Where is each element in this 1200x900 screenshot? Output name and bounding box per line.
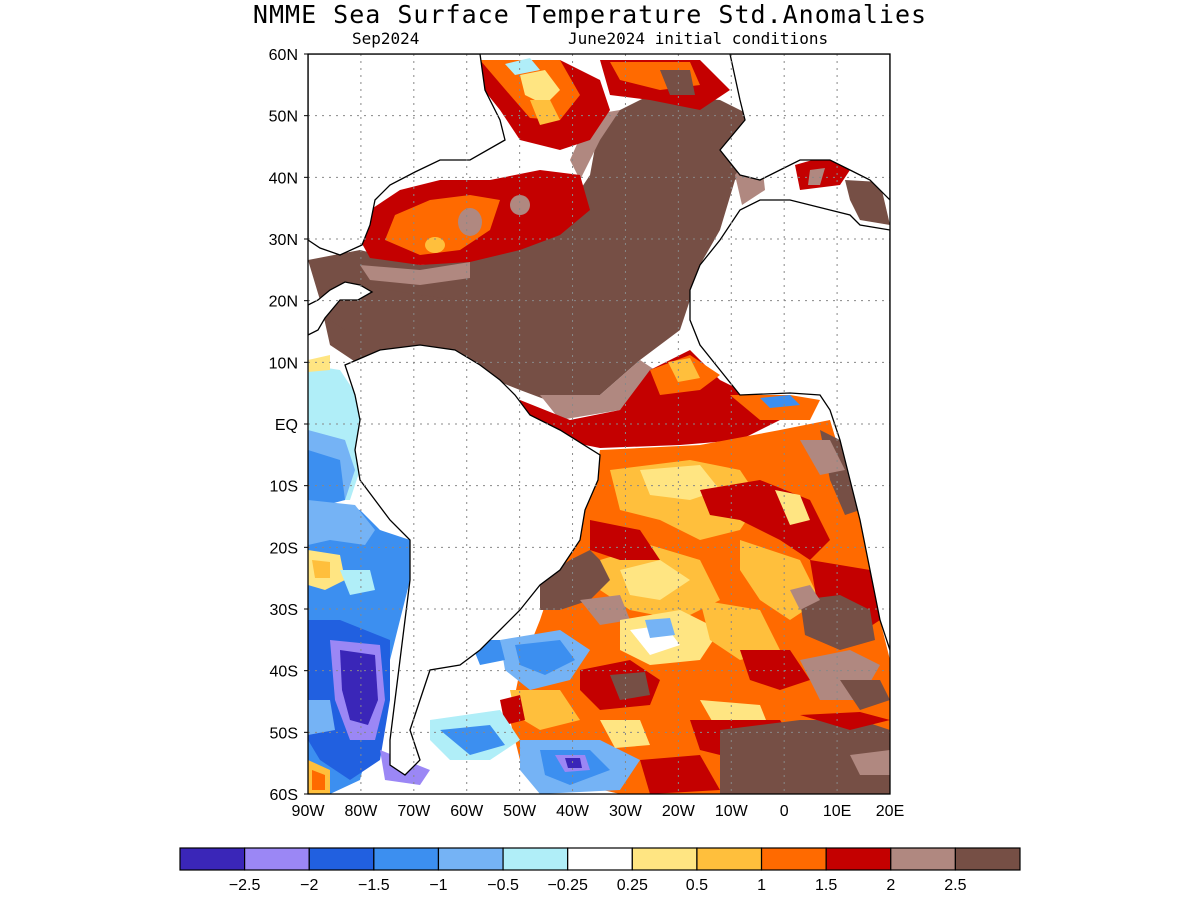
land-mask bbox=[308, 54, 890, 776]
latitude-label: 20N bbox=[269, 294, 298, 311]
colorbar bbox=[179, 847, 1021, 871]
latitude-label: 40S bbox=[270, 664, 298, 681]
colorbar-tick-label: −2.5 bbox=[229, 877, 261, 894]
colorbar-tick-label: −1 bbox=[429, 877, 447, 894]
latitude-label: 30N bbox=[269, 232, 298, 249]
longitude-label: 0 bbox=[780, 803, 789, 820]
europe-land bbox=[719, 54, 890, 201]
forecast-month-label: Sep2024 bbox=[352, 29, 420, 48]
latitude-label: 30S bbox=[270, 602, 298, 619]
colorbar-tick-label: −1.5 bbox=[358, 877, 390, 894]
map-title: NMME Sea Surface Temperature Std.Anomali… bbox=[252, 0, 928, 29]
longitude-label: 20W bbox=[662, 803, 696, 820]
colorbar-tick-label: −0.5 bbox=[487, 877, 519, 894]
graticule-grid bbox=[308, 54, 890, 794]
colorbar-tick-label: −2 bbox=[300, 877, 318, 894]
latitude-label: 60S bbox=[270, 787, 298, 804]
longitude-label: 40W bbox=[556, 803, 590, 820]
colorbar-swatch bbox=[437, 847, 504, 871]
latitude-label: 10N bbox=[269, 355, 298, 372]
colorbar-swatch bbox=[308, 847, 375, 871]
colorbar-swatch bbox=[696, 847, 763, 871]
latitude-label: 50N bbox=[269, 109, 298, 126]
longitude-label: 70W bbox=[397, 803, 431, 820]
latitude-label: 10S bbox=[270, 479, 298, 496]
longitude-label: 80W bbox=[344, 803, 378, 820]
colorbar-tick-label: −0.25 bbox=[547, 877, 588, 894]
colorbar-tick-label: 2.5 bbox=[944, 877, 966, 894]
colorbar-swatch bbox=[244, 847, 310, 871]
latitude-label: 50S bbox=[270, 725, 298, 742]
longitude-label: 90W bbox=[292, 803, 326, 820]
longitude-label: 50W bbox=[503, 803, 537, 820]
latitude-label: 20S bbox=[270, 540, 298, 557]
colorbar-tick-label: 0.25 bbox=[617, 877, 648, 894]
colorbar-swatch bbox=[825, 847, 892, 871]
colorbar-tick-label: 2 bbox=[886, 877, 895, 894]
latitude-labels: 60N 50N 40N 30N 20N 10N EQ 10S 20S 30S 40S 50S 60S bbox=[269, 47, 308, 804]
colorbar-swatch bbox=[373, 847, 440, 871]
latitude-label: 40N bbox=[269, 170, 298, 187]
south-america-land bbox=[344, 344, 601, 776]
longitude-label: 20E bbox=[876, 803, 904, 820]
longitude-label: 10W bbox=[715, 803, 749, 820]
colorbar-tick-labels: −2.5 −2 −1.5 −1 −0.5 −0.25 0.25 0.5 1 1.5 2 2.5 bbox=[229, 877, 967, 894]
longitude-label: 60W bbox=[450, 803, 484, 820]
africa-land bbox=[689, 199, 890, 651]
colorbar-swatch bbox=[954, 847, 1021, 871]
colorbar-swatch bbox=[631, 847, 698, 871]
longitude-label: 30W bbox=[609, 803, 643, 820]
colorbar-swatch bbox=[179, 847, 246, 871]
colorbar-tick-label: 1 bbox=[757, 877, 766, 894]
north-america-land bbox=[308, 54, 506, 256]
longitude-labels: 90W 80W 70W 60W 50W 40W 30W 20W 10W 0 10E 20E bbox=[292, 803, 905, 820]
initial-conditions-label: June2024 initial conditions bbox=[568, 29, 829, 48]
colorbar-tick-label: 0.5 bbox=[686, 877, 708, 894]
colorbar-swatch bbox=[760, 847, 827, 871]
longitude-label: 10E bbox=[823, 803, 851, 820]
colorbar-swatch bbox=[890, 847, 956, 871]
latitude-label: EQ bbox=[275, 417, 298, 434]
colorbar-swatch bbox=[567, 847, 633, 871]
colorbar-swatch bbox=[502, 847, 569, 871]
colorbar-tick-label: 1.5 bbox=[815, 877, 837, 894]
latitude-label: 60N bbox=[269, 47, 298, 64]
